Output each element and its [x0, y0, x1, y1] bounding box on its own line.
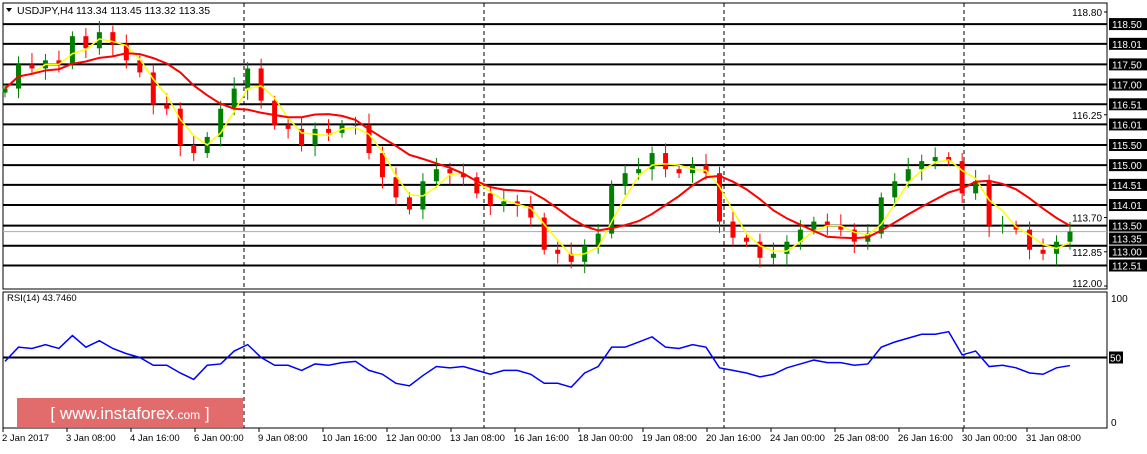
- candle-body: [488, 193, 493, 205]
- time-tick-label: 16 Jan 16:00: [514, 433, 569, 444]
- candle-body: [313, 129, 318, 145]
- watermark-logo: [ www.instaforex.com ]: [17, 398, 243, 427]
- time-tick-label: 18 Jan 00:00: [578, 433, 633, 444]
- candle-body: [29, 64, 34, 68]
- candle-body: [83, 36, 88, 48]
- candle-body: [501, 201, 506, 205]
- rsi-tick-label: 0: [1111, 418, 1117, 429]
- candle-body: [1068, 232, 1073, 242]
- time-tick-label: 10 Jan 16:00: [322, 433, 377, 444]
- candle-body: [3, 89, 8, 93]
- candle-body: [434, 169, 439, 181]
- price-tick-label: 112.00: [1072, 279, 1102, 290]
- candle-body: [663, 153, 668, 169]
- candle-body: [286, 125, 291, 129]
- time-tick-label: 9 Jan 08:00: [258, 433, 308, 444]
- candle-body: [919, 161, 924, 169]
- candle-body: [178, 109, 183, 145]
- candle-body: [1027, 230, 1032, 250]
- price-tag-label: 113.50: [1112, 222, 1142, 233]
- dropdown-triangle-icon[interactable]: [6, 8, 12, 12]
- candle-body: [771, 254, 776, 258]
- candle-body: [717, 173, 722, 221]
- candle-body: [879, 197, 884, 233]
- time-tick-label: 19 Jan 08:00: [642, 433, 697, 444]
- price-tag-label: 116.01: [1112, 120, 1142, 131]
- time-tick-label: 12 Jan 00:00: [386, 433, 441, 444]
- rsi-line: [5, 332, 1070, 387]
- fast-ma-line: [5, 39, 1070, 255]
- candle-body: [811, 222, 816, 230]
- candle-body: [933, 157, 938, 161]
- price-tag-label: 116.51: [1112, 100, 1142, 111]
- candle-body: [259, 68, 264, 100]
- candle-body: [272, 101, 277, 125]
- price-tag-label: 117.50: [1112, 60, 1142, 71]
- time-tick-label: 24 Jan 00:00: [770, 433, 825, 444]
- price-tag-label: 117.00: [1112, 81, 1142, 92]
- chart-header: USDJPY,H4 113.34 113.45 113.32 113.35: [6, 5, 210, 17]
- candle-body: [677, 169, 682, 173]
- rsi-tick-label: 50: [1110, 354, 1122, 365]
- rsi-tick-label: 100: [1111, 294, 1128, 305]
- time-tick-label: 25 Jan 08:00: [834, 433, 889, 444]
- candle-body: [191, 145, 196, 153]
- price-tick-label: 112.85: [1072, 248, 1102, 259]
- time-tick-label: 13 Jan 08:00: [450, 433, 505, 444]
- candle-body: [906, 169, 911, 181]
- candle-body: [232, 89, 237, 109]
- time-tick-label: 26 Jan 16:00: [898, 433, 953, 444]
- price-panel: 118.50 118.01 117.50 117.00 116.51 116.01 115.…: [3, 3, 1147, 290]
- price-tick-label: 113.70: [1072, 214, 1102, 225]
- price-tag-label: 114.01: [1112, 201, 1142, 212]
- time-tick-label: 6 Jan 00:00: [194, 433, 244, 444]
- time-tick-label: 20 Jan 16:00: [706, 433, 761, 444]
- symbol-label: USDJPY,H4: [17, 5, 74, 17]
- candle-body: [70, 36, 75, 64]
- candle-body: [447, 169, 452, 173]
- price-tag-label: 113.35: [1112, 235, 1142, 246]
- time-tick-label: 4 Jan 16:00: [130, 433, 180, 444]
- candle-body: [353, 125, 358, 126]
- candle-body: [555, 250, 560, 254]
- candle-body: [393, 177, 398, 197]
- candle-body: [407, 197, 412, 209]
- price-tag-label: 118.50: [1112, 20, 1142, 31]
- time-tick-label: 30 Jan 00:00: [962, 433, 1017, 444]
- ohlc-readout: 113.34 113.45 113.32 113.35: [76, 5, 210, 17]
- candle-body: [245, 68, 250, 88]
- candle-body: [623, 173, 628, 185]
- time-tick-label: 2 Jan 2017: [2, 433, 49, 444]
- time-tick-label: 31 Jan 08:00: [1026, 433, 1081, 444]
- price-tick-label: 118.80: [1072, 8, 1102, 19]
- price-tag-label: 115.00: [1112, 161, 1142, 172]
- price-tag-label: 115.50: [1112, 141, 1142, 152]
- time-tick-label: 3 Jan 08:00: [66, 433, 116, 444]
- time-axis: 2 Jan 2017 3 Jan 08:00 4 Jan 16:00 6 Jan 00…: [2, 428, 1081, 444]
- candle-body: [744, 238, 749, 242]
- candle-body: [784, 242, 789, 254]
- price-tag-label: 118.01: [1112, 40, 1142, 51]
- price-tag-label: 114.51: [1112, 181, 1142, 192]
- rsi-label: RSI(14) 43.7460: [7, 293, 77, 304]
- candle-body: [892, 181, 897, 197]
- candle-body: [636, 169, 641, 173]
- candle-body: [164, 105, 169, 109]
- price-tick-label: 116.25: [1072, 111, 1102, 122]
- candle-body: [1000, 226, 1005, 227]
- candle-body: [987, 181, 992, 225]
- candle-body: [380, 153, 385, 177]
- candle-body: [730, 222, 735, 238]
- price-tag-label: 113.00: [1112, 248, 1142, 259]
- candle-body: [1041, 250, 1046, 254]
- price-tag-label: 112.51: [1112, 261, 1142, 272]
- candle-body: [326, 129, 331, 133]
